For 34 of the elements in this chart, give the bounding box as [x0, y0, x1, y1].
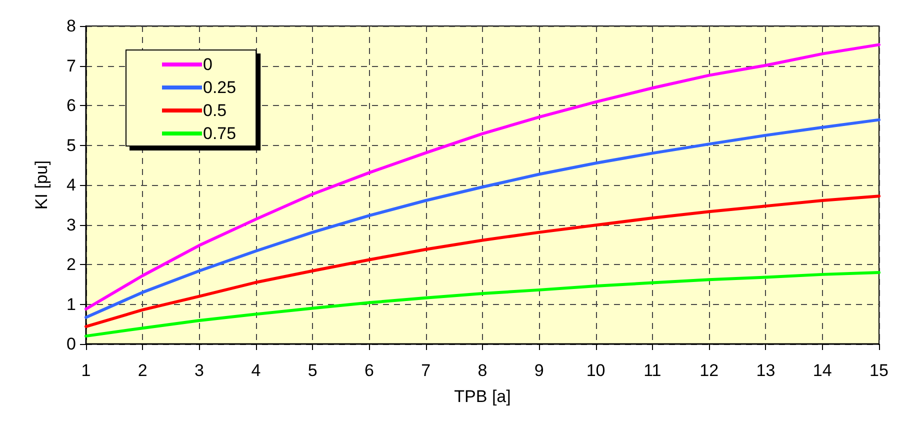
x-tick-label: 5: [308, 361, 318, 380]
legend-label: 0: [203, 55, 212, 74]
x-tick-label: 10: [586, 361, 606, 380]
x-tick-label: 4: [251, 361, 261, 380]
line-series: [84, 270, 880, 338]
x-tick-label: 13: [756, 361, 776, 380]
line-series: [84, 194, 880, 328]
y-tick-label: 3: [66, 215, 76, 234]
legend-label: 0.75: [203, 124, 236, 143]
y-axis-title: KI [pu]: [32, 160, 51, 210]
x-tick-label: 3: [194, 361, 204, 380]
line-series: [84, 118, 880, 319]
line-series: [84, 43, 880, 311]
y-tick-label: 1: [66, 294, 76, 314]
x-tick-label: 7: [421, 361, 431, 380]
x-tick-label: 1: [81, 361, 91, 380]
x-tick-label: 15: [870, 361, 888, 380]
y-tick-label: 7: [66, 56, 76, 76]
y-tick-label: 8: [66, 16, 76, 36]
x-tick-label: 12: [700, 361, 719, 380]
x-tick-label: 14: [812, 361, 832, 380]
legend-label: 0.25: [203, 78, 236, 97]
x-tick-label: 6: [364, 361, 374, 380]
x-tick-label: 11: [644, 361, 662, 380]
y-tick-label: 2: [66, 255, 76, 274]
y-tick-label: 5: [66, 136, 76, 155]
y-tick-label: 0: [66, 334, 76, 354]
y-tick-label: 6: [66, 96, 76, 115]
legend-label: 0.5: [203, 101, 227, 120]
x-tick-label: 2: [138, 361, 148, 380]
x-tick-label: 8: [478, 361, 488, 380]
x-axis-title: TPB [a]: [454, 387, 511, 406]
y-tick-label: 4: [66, 176, 76, 194]
x-tick-label: 9: [534, 361, 544, 380]
